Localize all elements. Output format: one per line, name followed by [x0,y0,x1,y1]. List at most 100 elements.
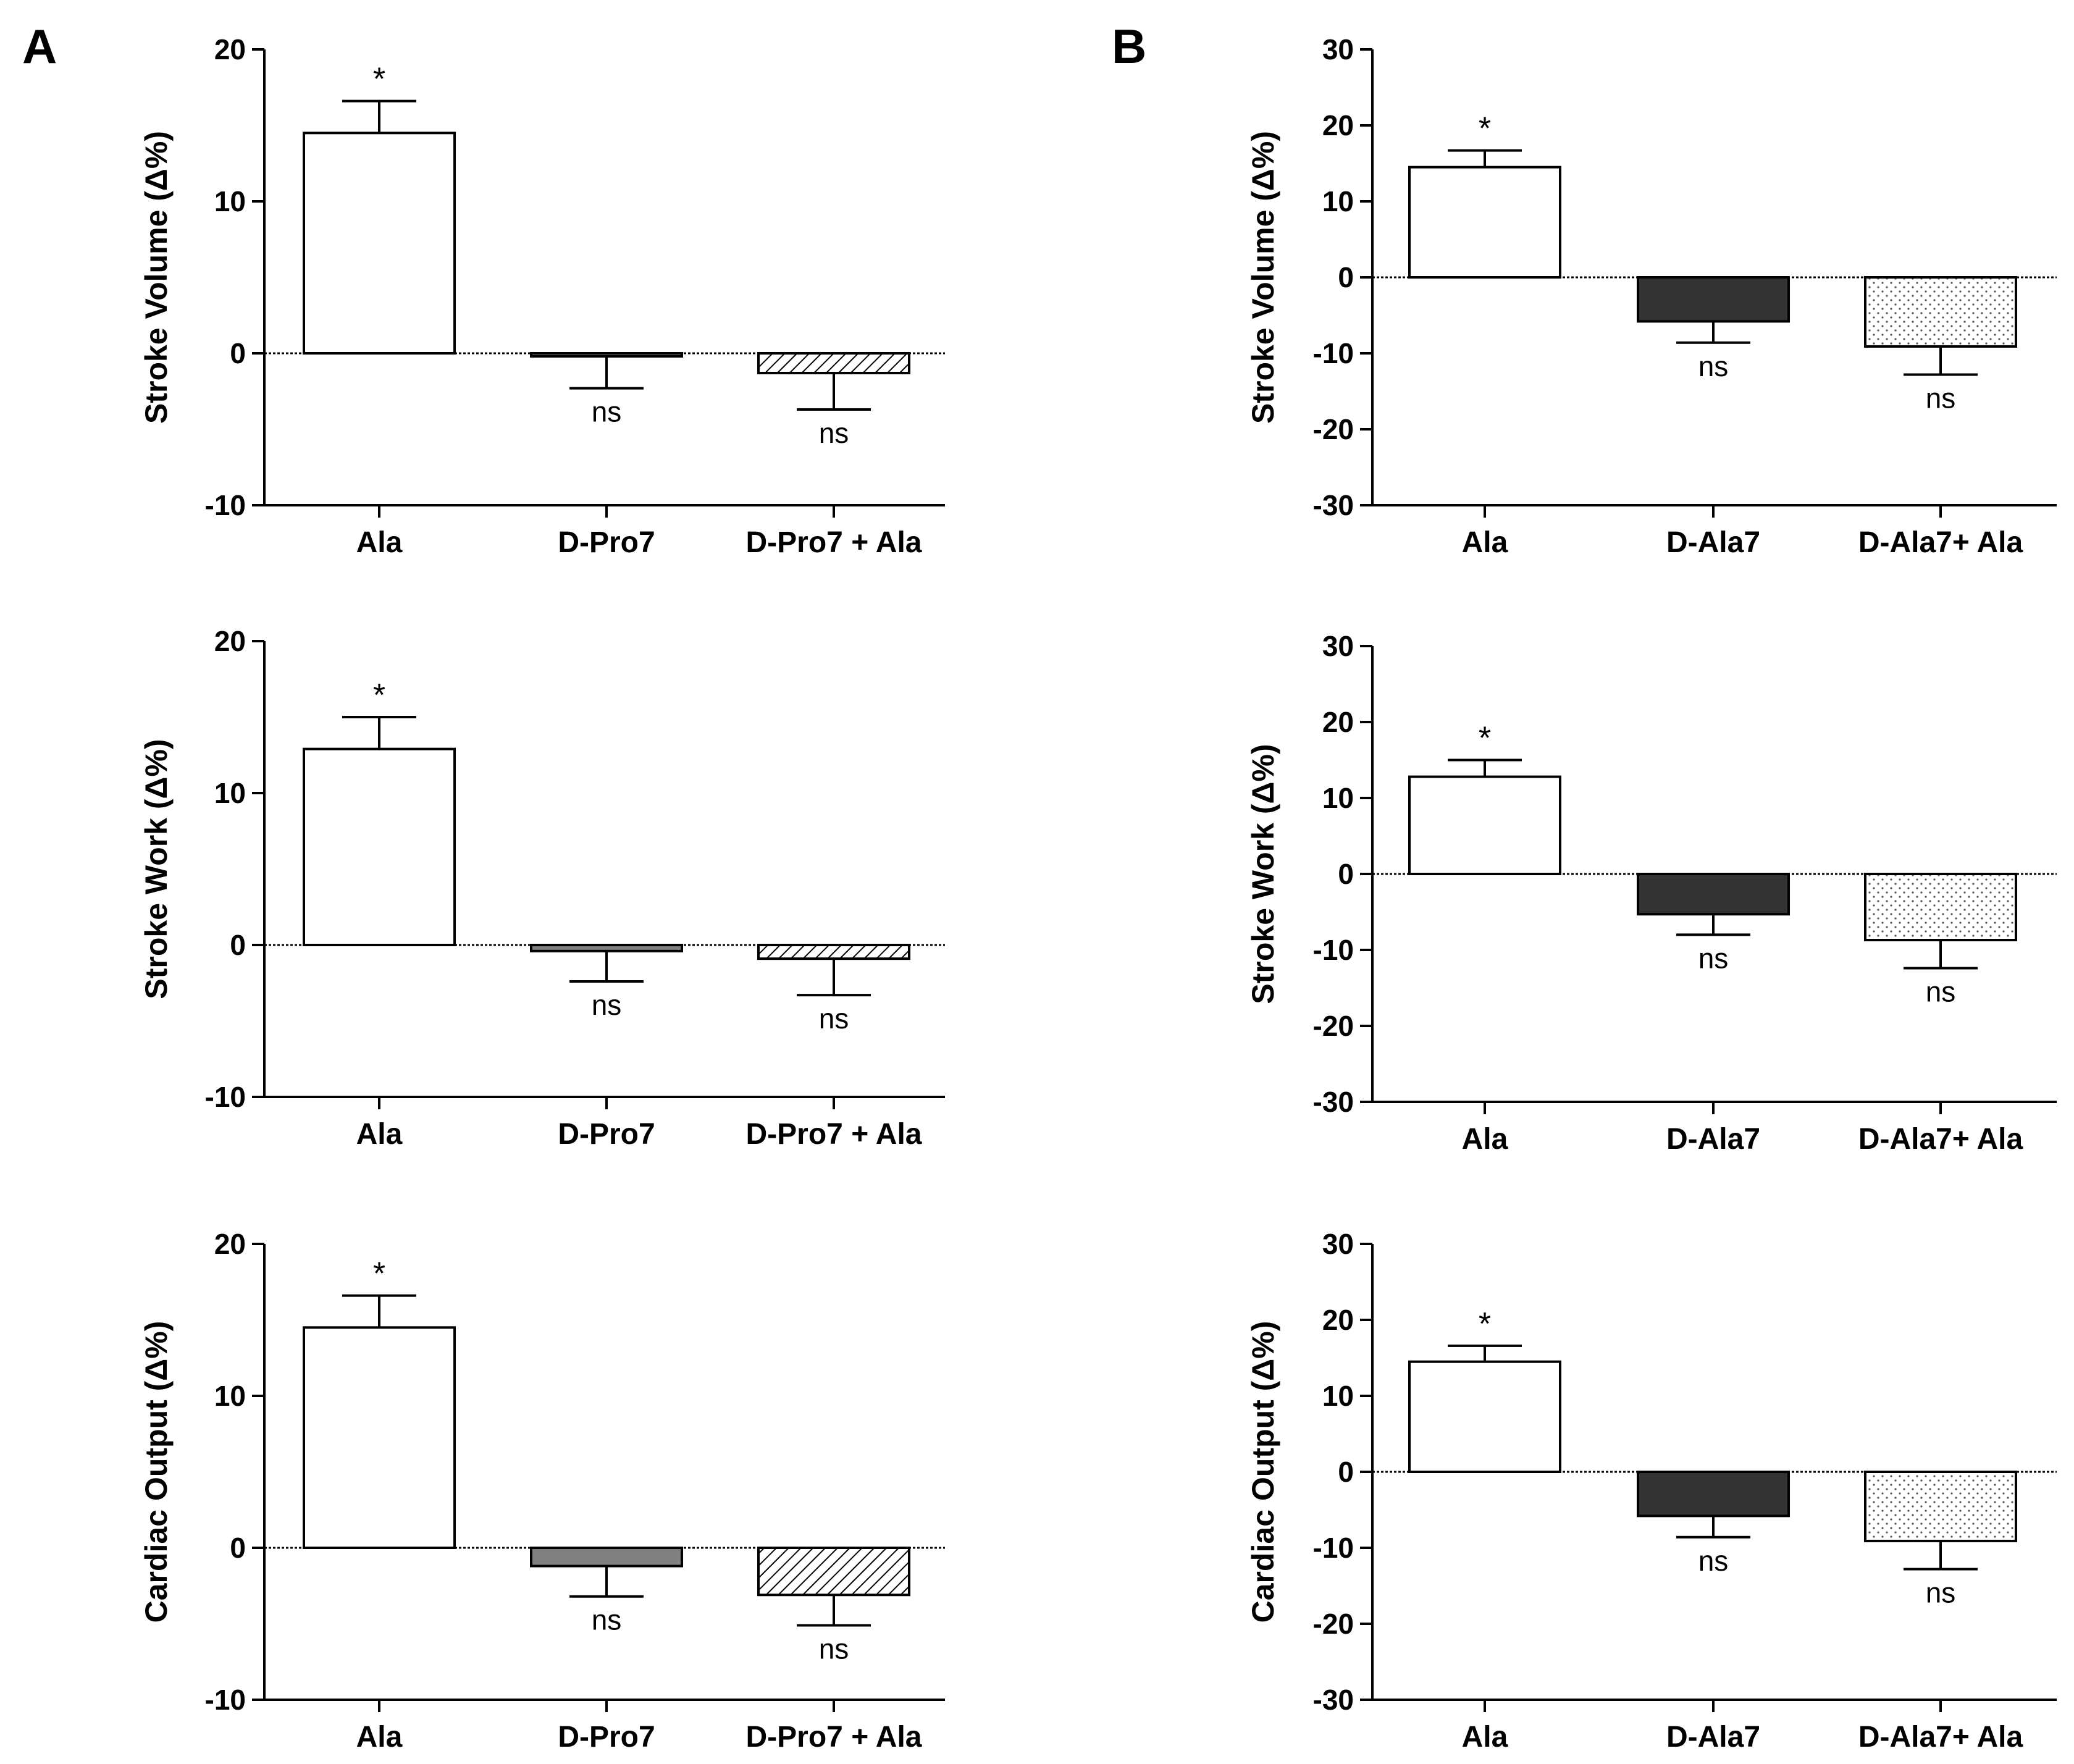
significance-label: ns [1926,976,1956,1008]
bar [530,944,683,952]
significance-label: ns [1698,1545,1729,1577]
bar [1408,775,1561,876]
significance-label: ns [592,396,622,428]
category-label: D-Ala7+ Ala [1858,1721,2023,1754]
y-tick-label: 0 [230,929,246,961]
category-label: D-Pro7 [558,526,655,559]
bar [757,352,910,374]
category-label: Ala [1462,1123,1508,1156]
significance-label: * [373,62,385,98]
significance-label: * [1479,111,1491,147]
y-tick-label: -10 [205,1081,246,1113]
y-tick-label: -30 [1313,1086,1354,1118]
bar [530,352,683,358]
category-label: D-Ala7 [1666,526,1760,559]
y-tick-label: -20 [1313,1608,1354,1640]
chart-a2: -10 0 10 20 Stroke Work (Δ%) * Ala ns D-Pro7 ns D-… [139,625,945,1151]
y-axis-title: Cardiac Output (Δ%) [1246,1321,1280,1623]
y-tick-label: -10 [205,489,246,521]
bar [1637,873,1790,916]
y-tick-label: -10 [1313,1532,1354,1564]
y-tick-label: -10 [1313,337,1354,369]
category-label: D-Pro7 [558,1721,655,1754]
category-label: D-Pro7 + Ala [746,526,922,559]
chart-a3: -10 0 10 20 Cardiac Output (Δ%) * Ala ns D-Pro7 n… [139,1228,945,1754]
category-label: Ala [356,526,403,559]
y-tick-label: 0 [1338,261,1354,293]
bar [1408,1360,1561,1473]
category-label: Ala [356,1118,403,1151]
panel-label-b: B [1112,19,1147,74]
y-tick-label: 0 [230,337,246,369]
y-tick-label: -20 [1313,1010,1354,1042]
category-label: D-Pro7 + Ala [746,1721,922,1754]
significance-label: ns [1698,350,1729,382]
y-axis-title: Cardiac Output (Δ%) [139,1321,174,1623]
y-axis-title: Stroke Work (Δ%) [139,739,174,999]
y-axis-title: Stroke Volume (Δ%) [139,131,174,424]
chart-b1: -30 -20 -10 0 10 20 30 Stroke Volume (Δ%) * Ala ns… [1246,33,2057,559]
bar [303,747,456,947]
y-tick-label: 10 [1322,185,1354,217]
bar [757,1547,910,1597]
significance-label: ns [1926,1576,1956,1608]
category-label: Ala [356,1721,403,1754]
y-tick-label: 30 [1322,33,1354,65]
chart-a1: -10 0 10 20 Stroke Volume (Δ%) * Ala ns D-Pro7 ns… [139,33,945,559]
y-axis-title: Stroke Work (Δ%) [1246,744,1280,1004]
significance-label: ns [592,989,622,1021]
bar [757,944,910,960]
bar [1637,1471,1790,1518]
significance-label: ns [1926,382,1956,414]
panel-label-a: A [22,19,57,74]
y-tick-label: 10 [214,777,246,809]
significance-label: * [373,678,385,713]
y-tick-label: 20 [1322,109,1354,141]
y-tick-label: 20 [214,1228,246,1260]
category-label: Ala [1462,1721,1508,1754]
bar [530,1547,683,1568]
chart-b2: -30 -20 -10 0 10 20 30 Stroke Work (Δ%) * Ala ns D-… [1246,630,2057,1156]
y-tick-label: 0 [1338,858,1354,890]
category-label: D-Ala7 [1666,1721,1760,1754]
category-label: D-Ala7 [1666,1123,1760,1156]
category-label: D-Ala7+ Ala [1858,1123,2023,1156]
y-tick-label: 30 [1322,630,1354,662]
y-tick-label: 20 [214,625,246,657]
bar [1864,873,2017,942]
y-tick-label: -30 [1313,1684,1354,1716]
bar [303,132,456,355]
significance-label: ns [592,1604,622,1636]
y-tick-label: 10 [1322,782,1354,814]
y-tick-label: 20 [214,33,246,65]
y-tick-label: 30 [1322,1228,1354,1260]
bar [1864,1471,2017,1542]
significance-label: ns [819,417,849,449]
bar [1408,166,1561,279]
significance-label: ns [1698,942,1729,974]
y-tick-label: 10 [1322,1380,1354,1412]
y-tick-label: 0 [1338,1456,1354,1488]
y-tick-label: 20 [1322,1304,1354,1336]
significance-label: ns [819,1632,849,1665]
category-label: D-Pro7 [558,1118,655,1151]
significance-label: * [1479,721,1491,757]
y-tick-label: -20 [1313,413,1354,445]
bar [1864,276,2017,348]
significance-label: * [373,1256,385,1292]
bar [303,1326,456,1550]
y-tick-label: 10 [214,185,246,217]
y-tick-label: 20 [1322,706,1354,738]
y-tick-label: -10 [1313,934,1354,966]
category-label: Ala [1462,526,1508,559]
category-label: D-Ala7+ Ala [1858,526,2023,559]
bar [1637,276,1790,323]
y-tick-label: 0 [230,1532,246,1564]
y-tick-label: -30 [1313,489,1354,521]
significance-label: * [1479,1306,1491,1342]
category-label: D-Pro7 + Ala [746,1118,922,1151]
y-tick-label: -10 [205,1684,246,1716]
chart-b3: -30 -20 -10 0 10 20 30 Cardiac Output (Δ%) * Ala n… [1246,1228,2057,1754]
y-tick-label: 10 [214,1380,246,1412]
